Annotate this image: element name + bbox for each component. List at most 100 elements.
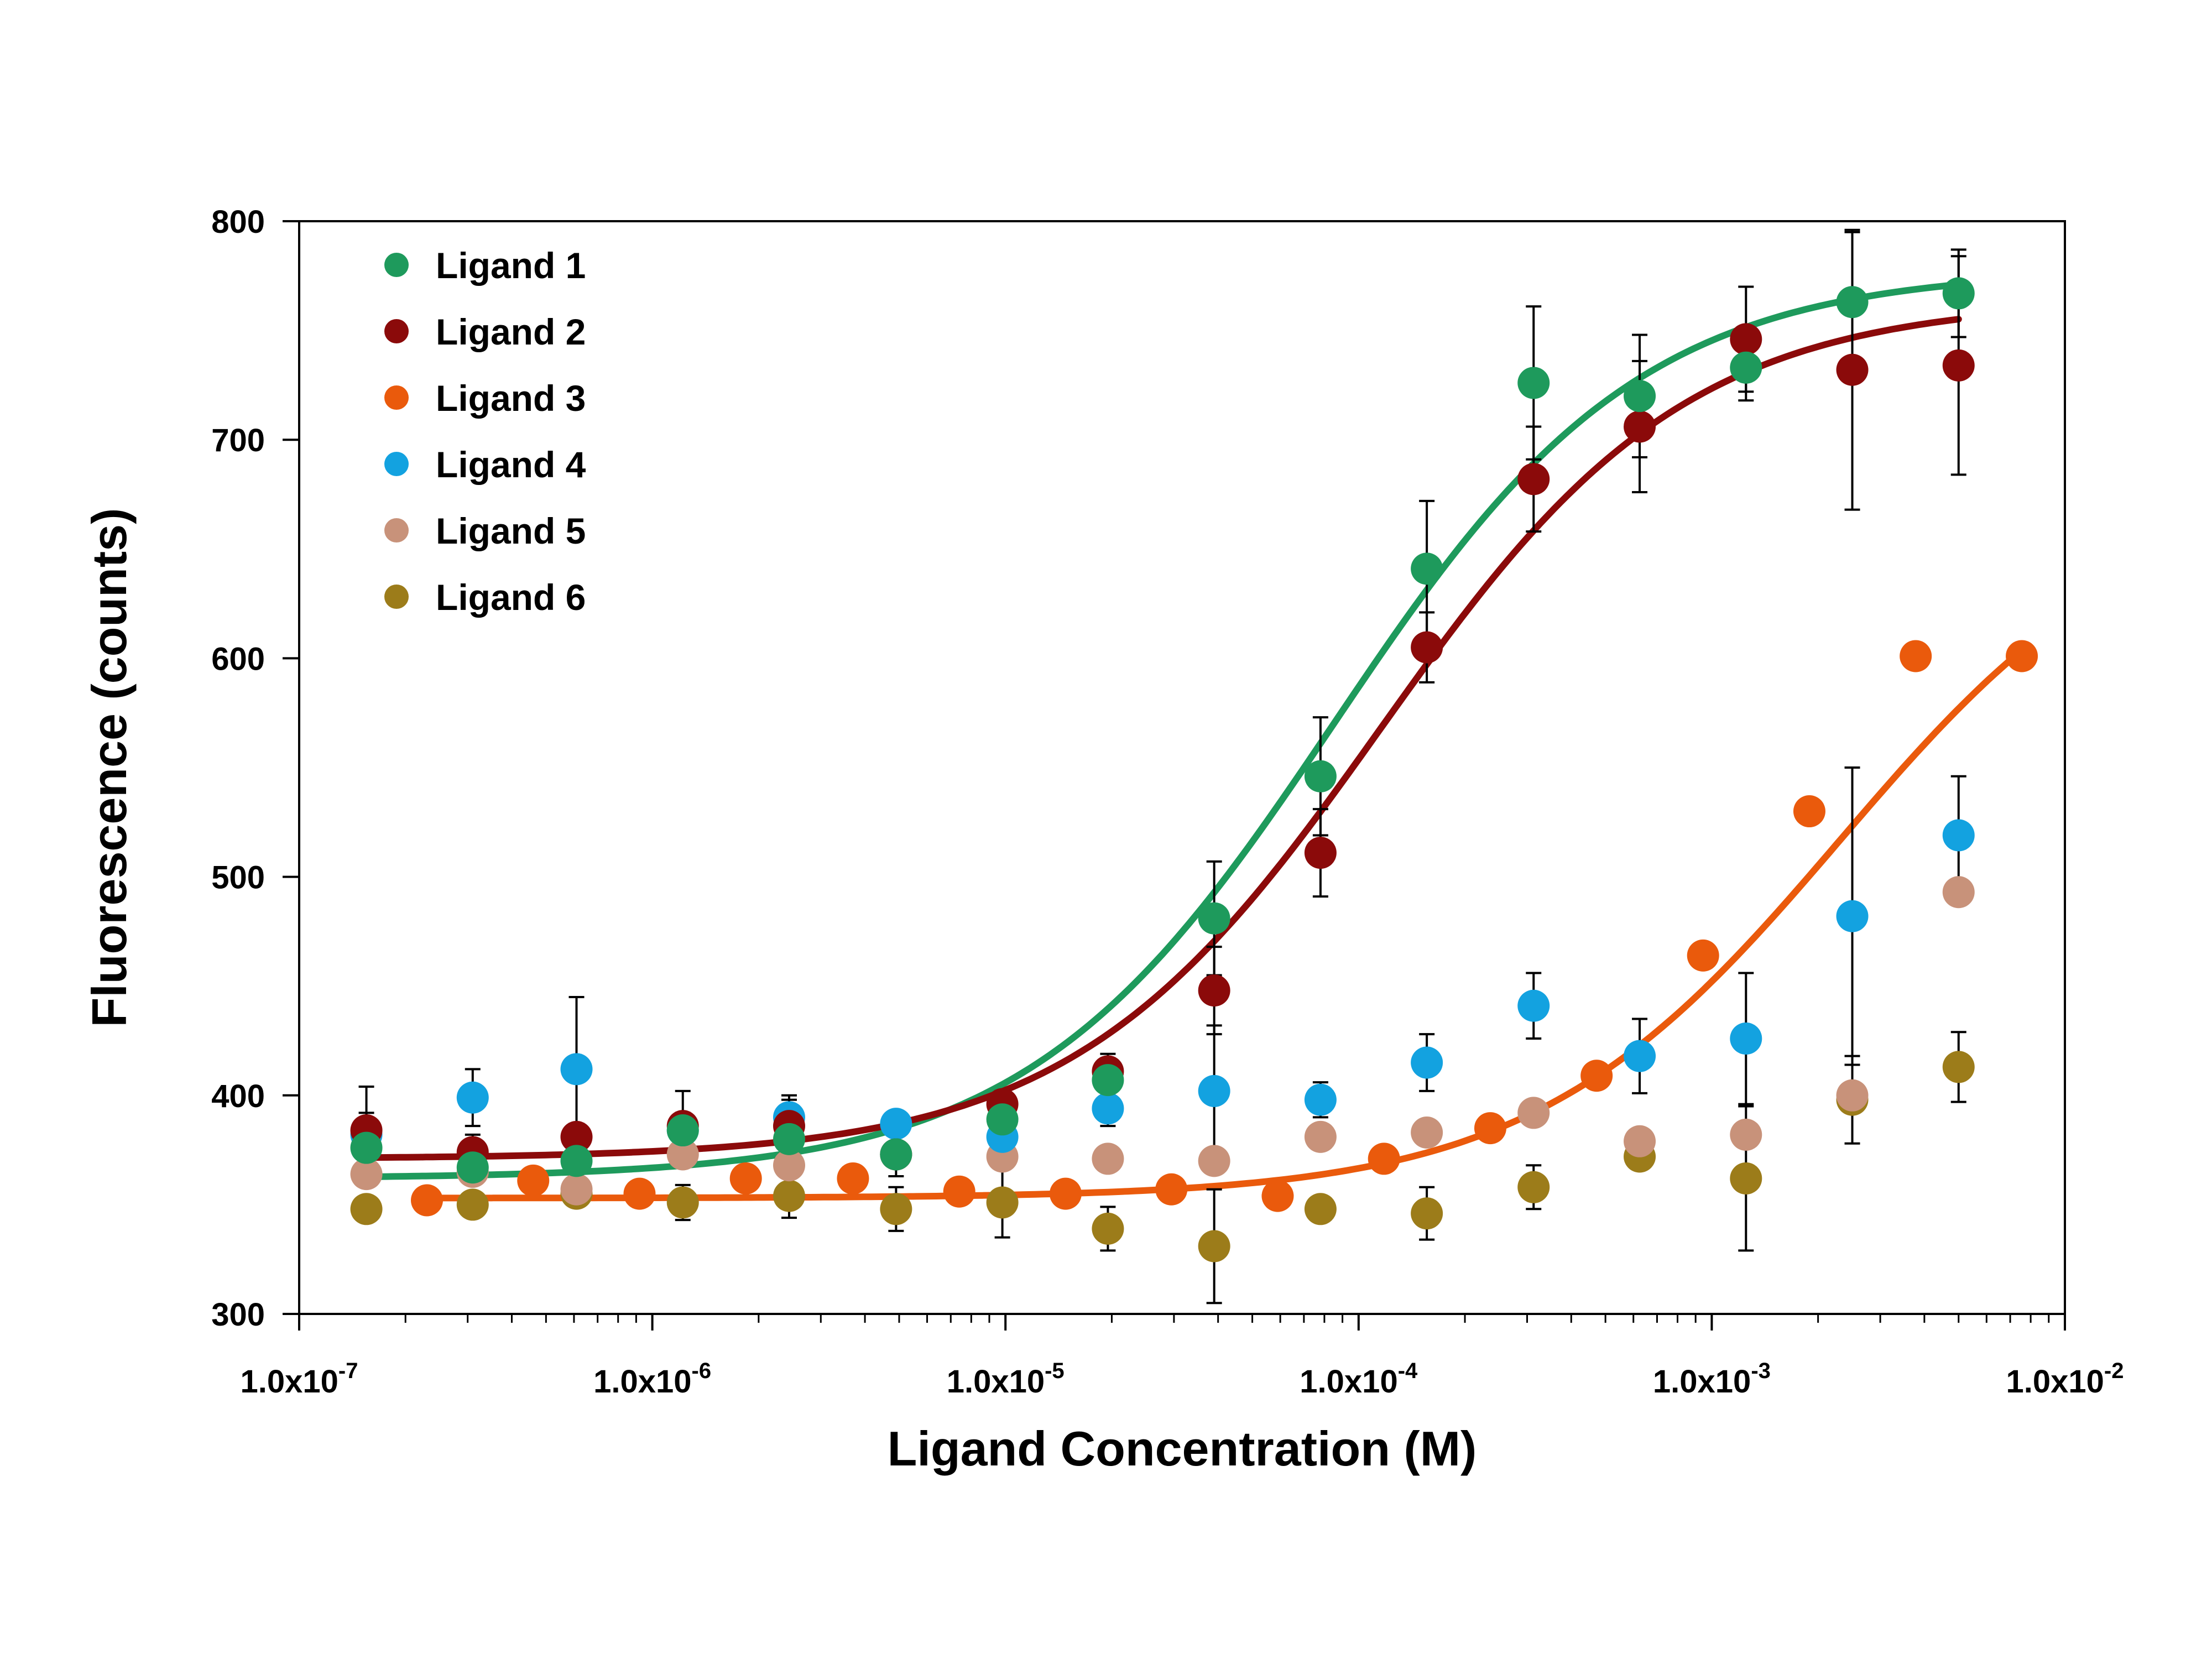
data-point bbox=[1517, 463, 1550, 495]
fit-curve bbox=[363, 316, 1962, 1161]
data-point bbox=[1198, 902, 1230, 935]
data-point bbox=[1836, 1079, 1869, 1112]
data-point bbox=[729, 1162, 762, 1194]
data-point bbox=[410, 1184, 443, 1217]
data-point bbox=[1793, 795, 1825, 828]
data-point bbox=[623, 1177, 656, 1210]
plot-area-frame bbox=[298, 220, 2066, 1315]
data-point bbox=[773, 1180, 805, 1212]
data-point bbox=[1474, 1112, 1506, 1145]
data-point bbox=[773, 1123, 805, 1155]
legend-marker bbox=[384, 385, 409, 410]
y-axis-ticks: 300 400 500 600 700 800 bbox=[211, 204, 299, 1333]
y-tick-label: 600 bbox=[211, 641, 265, 677]
data-point bbox=[1411, 1197, 1443, 1230]
data-point bbox=[1092, 1142, 1124, 1175]
data-point bbox=[1304, 1193, 1337, 1225]
data-point bbox=[1411, 1116, 1443, 1149]
data-point bbox=[666, 1114, 699, 1147]
data-point bbox=[1624, 1125, 1656, 1157]
data-point bbox=[1730, 1162, 1762, 1194]
data-point bbox=[350, 1131, 383, 1164]
data-point bbox=[456, 1188, 489, 1221]
data-point bbox=[1092, 1212, 1124, 1245]
x-tick-label: 1.0x10-7 bbox=[241, 1359, 358, 1400]
legend-label: Ligand 5 bbox=[436, 510, 586, 551]
data-point bbox=[1900, 640, 1932, 672]
legend-label: Ligand 4 bbox=[436, 444, 586, 485]
y-tick-label: 800 bbox=[211, 204, 265, 240]
data-point bbox=[1304, 837, 1337, 869]
data-point bbox=[560, 1145, 593, 1177]
legend-marker bbox=[384, 253, 409, 277]
data-point bbox=[1411, 631, 1443, 664]
data-point bbox=[1624, 410, 1656, 443]
data-point bbox=[986, 1103, 1019, 1136]
legend-label: Ligand 1 bbox=[436, 245, 586, 286]
legend-marker bbox=[384, 518, 409, 542]
data-point bbox=[880, 1138, 912, 1171]
data-point bbox=[986, 1186, 1019, 1219]
x-tick-label: 1.0x10-3 bbox=[1653, 1359, 1771, 1400]
x-axis-title: Ligand Concentration (M) bbox=[888, 1421, 1477, 1476]
legend-marker bbox=[384, 319, 409, 343]
y-tick-label: 400 bbox=[211, 1078, 265, 1114]
legend-label: Ligand 6 bbox=[436, 577, 586, 618]
data-point bbox=[1368, 1142, 1400, 1175]
data-points bbox=[350, 277, 2038, 1262]
x-tick-label: 1.0x10-2 bbox=[2006, 1359, 2124, 1400]
data-point bbox=[1624, 380, 1656, 413]
data-point bbox=[1730, 1118, 1762, 1151]
data-point bbox=[1624, 1040, 1656, 1072]
data-point bbox=[1261, 1180, 1294, 1212]
data-point bbox=[1687, 939, 1719, 972]
data-point bbox=[1411, 552, 1443, 585]
x-tick-label: 1.0x10-4 bbox=[1300, 1359, 1418, 1400]
legend-marker bbox=[384, 452, 409, 476]
data-point bbox=[1730, 323, 1762, 356]
data-point bbox=[837, 1162, 869, 1194]
data-point bbox=[1517, 989, 1550, 1022]
data-point bbox=[880, 1193, 912, 1225]
data-point bbox=[943, 1175, 975, 1208]
x-axis-ticks: 1.0x10-7 1.0x10-6 1.0x10-5 1.0x10-4 1.0x10-3… bbox=[241, 1314, 2124, 1400]
data-point bbox=[1836, 900, 1869, 932]
data-point bbox=[560, 1120, 593, 1153]
data-point bbox=[1517, 1171, 1550, 1203]
data-point bbox=[1942, 277, 1975, 310]
data-point bbox=[560, 1173, 593, 1206]
data-point bbox=[880, 1108, 912, 1140]
data-point bbox=[773, 1149, 805, 1182]
data-point bbox=[350, 1158, 383, 1191]
fit-curves bbox=[363, 281, 2018, 1202]
data-point bbox=[1730, 1022, 1762, 1055]
fit-curve bbox=[363, 281, 1962, 1180]
x-tick-label: 1.0x10-5 bbox=[947, 1359, 1065, 1400]
data-point bbox=[1198, 1145, 1230, 1177]
data-point bbox=[666, 1186, 699, 1219]
data-point bbox=[456, 1081, 489, 1114]
data-point bbox=[1411, 1046, 1443, 1079]
legend: Ligand 1 Ligand 2 Ligand 3 Ligand 4 Ligand 5… bbox=[384, 245, 586, 618]
data-point bbox=[1942, 819, 1975, 852]
data-point bbox=[1198, 1230, 1230, 1262]
legend-label: Ligand 3 bbox=[436, 378, 586, 419]
x-tick-label: 1.0x10-6 bbox=[593, 1359, 711, 1400]
legend-marker bbox=[384, 585, 409, 609]
data-point bbox=[1049, 1177, 1082, 1210]
data-point bbox=[1517, 1097, 1550, 1129]
data-point bbox=[1836, 286, 1869, 319]
data-point bbox=[1304, 1083, 1337, 1116]
data-point bbox=[1092, 1092, 1124, 1125]
data-point bbox=[456, 1151, 489, 1184]
y-tick-label: 500 bbox=[211, 860, 265, 896]
data-point bbox=[1517, 367, 1550, 399]
data-point bbox=[1304, 1120, 1337, 1153]
data-point bbox=[2006, 640, 2038, 672]
data-point bbox=[1198, 974, 1230, 1007]
data-point bbox=[1155, 1173, 1188, 1206]
data-point bbox=[1836, 353, 1869, 386]
data-point bbox=[1580, 1060, 1613, 1092]
data-point bbox=[560, 1053, 593, 1086]
